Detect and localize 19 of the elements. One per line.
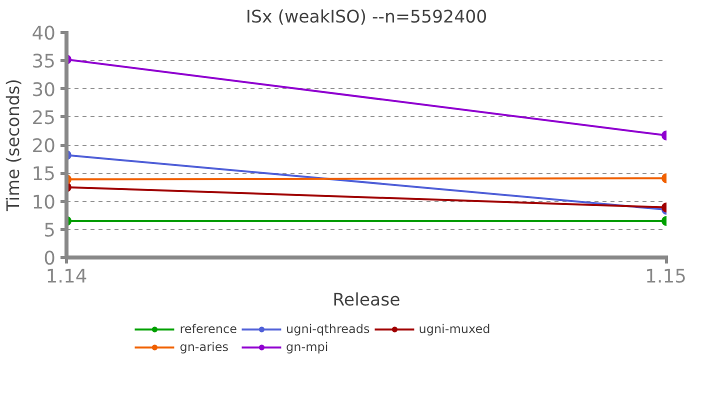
- y-tick-label: 10: [32, 192, 56, 214]
- y-tick-label: 5: [44, 220, 56, 242]
- y-axis-title: Time (seconds): [4, 78, 24, 212]
- legend-label: reference: [180, 322, 238, 336]
- chart-title: ISx (weakISO) --n=5592400: [246, 8, 488, 28]
- y-tick-label: 30: [32, 80, 56, 101]
- y-tick-label: 25: [32, 108, 56, 129]
- y-tick-label: 0: [44, 248, 56, 270]
- y-tick-label: 35: [32, 52, 56, 73]
- x-axis-title: Release: [332, 290, 400, 310]
- legend-label: ugni-qthreads: [286, 322, 370, 336]
- y-tick-label: 15: [32, 164, 56, 186]
- legend-label: gn-mpi: [286, 340, 328, 354]
- x-tick-label: 1.14: [46, 266, 88, 288]
- y-tick-label: 40: [32, 24, 56, 44]
- legend-label: gn-aries: [180, 340, 229, 354]
- x-tick-label: 1.15: [644, 266, 687, 288]
- legend-label: ugni-muxed: [418, 322, 490, 336]
- y-tick-label: 20: [32, 136, 56, 157]
